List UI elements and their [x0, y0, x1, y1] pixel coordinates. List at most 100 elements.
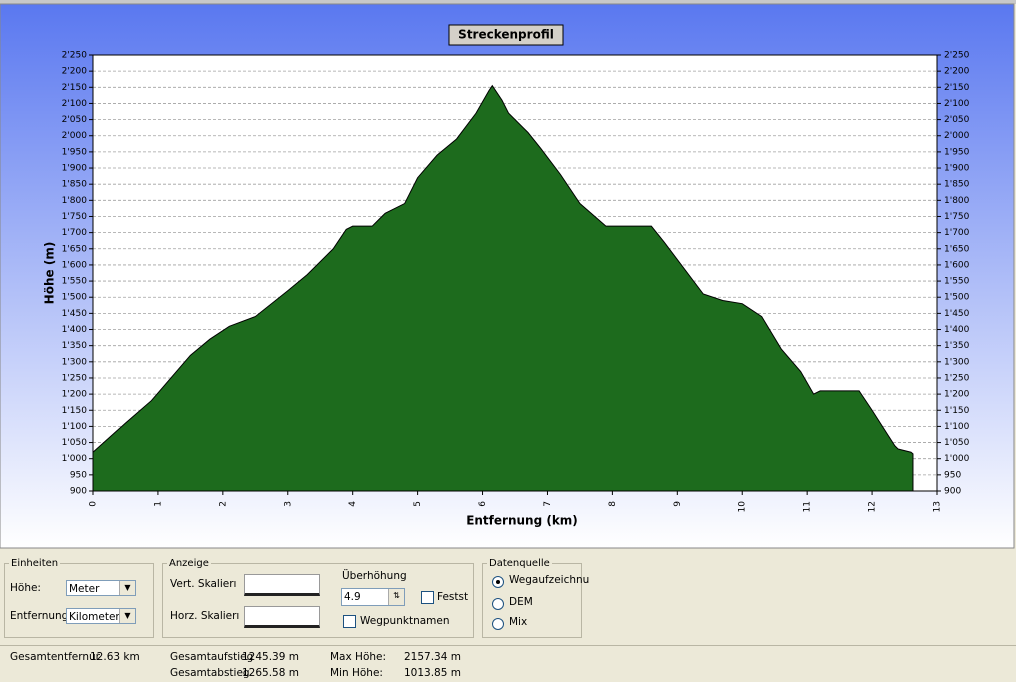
y2-tick-label: 2'200: [944, 67, 970, 77]
y-tick-label: 1'050: [62, 438, 88, 448]
y2-tick-label: 1'350: [944, 341, 970, 351]
stat-value: 12.63 km: [90, 651, 140, 663]
y2-tick-label: 1'300: [944, 357, 970, 367]
marks: [92, 54, 938, 492]
source-option: Wegaufzeichnu: [509, 574, 590, 586]
group-title: Einheiten: [11, 558, 59, 569]
y-tick-label: 1'600: [62, 260, 88, 270]
y2-tick-label: 950: [944, 470, 961, 480]
x-tick-label: 11: [803, 501, 813, 512]
stat-label: Gesamtabstieg: [170, 667, 250, 679]
source-radio[interactable]: [492, 618, 504, 630]
x-tick-label: 5: [413, 501, 423, 507]
units-group: Einheiten: [4, 558, 154, 638]
stat-label: Min Höhe:: [330, 667, 383, 679]
input-value: 4.9: [344, 591, 361, 603]
y-tick-label: 1'800: [62, 196, 88, 206]
x-tick-label: 13: [933, 501, 943, 512]
y2-tick-label: 1'450: [944, 309, 970, 319]
y-tick-label: 2'050: [62, 115, 88, 125]
source-radio[interactable]: [492, 598, 504, 610]
y-tick-label: 1'700: [62, 228, 88, 238]
y-tick-label: 1'950: [62, 147, 88, 157]
distance-label: Entfernung:: [10, 610, 72, 622]
y2-tick-label: 1'550: [944, 277, 970, 287]
vert-scale-slider[interactable]: [244, 574, 320, 596]
y2-tick-label: 1'250: [944, 373, 970, 383]
exaggeration-input[interactable]: 4.9 ⇅: [341, 588, 405, 606]
group-title: Anzeige: [169, 558, 209, 569]
y-tick-label: 1'350: [62, 341, 88, 351]
fixed-checkbox[interactable]: [421, 591, 434, 604]
group-title: Datenquelle: [489, 558, 550, 569]
y2-tick-label: 1'000: [944, 454, 970, 464]
horz-scale-slider[interactable]: [244, 606, 320, 628]
stat-value: 2157.34 m: [404, 651, 461, 663]
select-value: Kilometer: [69, 611, 120, 623]
x-tick-label: 6: [478, 501, 488, 507]
y-tick-label: 1'400: [62, 325, 88, 335]
stat-label: Max Höhe:: [330, 651, 387, 663]
stat-value: 1245.39 m: [242, 651, 299, 663]
y2-tick-label: 1'150: [944, 406, 970, 416]
y-tick-label: 1'550: [62, 277, 88, 287]
y2-tick-label: 1'950: [944, 147, 970, 157]
window-edge: [0, 0, 1016, 4]
y2-tick-label: 1'050: [944, 438, 970, 448]
source-radio[interactable]: [492, 576, 504, 588]
y2-tick-label: 1'750: [944, 212, 970, 222]
source-group: Datenquelle: [482, 558, 582, 638]
x-tick-label: 4: [348, 501, 358, 507]
horz-scale-label: Horz. Skalierı: [170, 610, 240, 622]
display-group: Anzeige: [162, 558, 474, 638]
y-tick-label: 2'150: [62, 83, 88, 93]
y2-tick-label: 1'200: [944, 390, 970, 400]
y-tick-label: 1'100: [62, 422, 88, 432]
y-tick-label: 1'450: [62, 309, 88, 319]
vert-scale-label: Vert. Skalierı: [170, 578, 237, 590]
stat-label: Gesamtentfernur: [10, 651, 100, 663]
control-panel: Einheiten Höhe: Meter ▼ Entfernung: Kilom…: [0, 552, 1016, 682]
x-tick-label: 9: [673, 501, 683, 507]
waypoint-checkbox[interactable]: [343, 615, 356, 628]
y-tick-label: 1'000: [62, 454, 88, 464]
height-label: Höhe:: [10, 582, 41, 594]
y-axis-title: Höhe (m): [43, 242, 57, 305]
elevation-area: [92, 84, 914, 492]
y2-tick-label: 2'000: [944, 131, 970, 141]
y-tick-label: 950: [70, 470, 87, 480]
y2-tick-label: 2'250: [944, 51, 970, 61]
x-tick-label: 8: [608, 501, 618, 507]
y-tick-label: 1'200: [62, 390, 88, 400]
waypoint-label: Wegpunktnamen: [360, 615, 450, 627]
chart-title: Streckenprofil: [458, 28, 554, 42]
x-tick-label: 0: [89, 501, 99, 507]
x-tick-label: 2: [218, 501, 228, 507]
y2-tick-label: 2'100: [944, 99, 970, 109]
y-tick-label: 2'250: [62, 51, 88, 61]
x-tick-label: 12: [868, 501, 878, 512]
x-tick-label: 7: [543, 501, 553, 507]
x-tick-label: 1: [153, 501, 163, 507]
distance-unit-select[interactable]: Kilometer ▼: [66, 608, 136, 624]
exaggeration-label: Überhöhung: [342, 570, 407, 582]
y-tick-label: 900: [70, 487, 87, 497]
source-option: DEM: [509, 596, 533, 608]
y-tick-label: 1'500: [62, 293, 88, 303]
y-tick-label: 2'100: [62, 99, 88, 109]
y-tick-label: 1'850: [62, 180, 88, 190]
status-separator: [0, 645, 1016, 646]
y2-tick-label: 2'050: [944, 115, 970, 125]
y2-tick-label: 1'650: [944, 244, 970, 254]
y2-tick-label: 2'150: [944, 83, 970, 93]
stat-value: 1265.58 m: [242, 667, 299, 679]
y2-tick-label: 900: [944, 487, 961, 497]
y-tick-label: 1'650: [62, 244, 88, 254]
height-unit-select[interactable]: Meter ▼: [66, 580, 136, 596]
y-tick-label: 1'150: [62, 406, 88, 416]
title-box: [448, 24, 564, 46]
y2-tick-label: 1'100: [944, 422, 970, 432]
fixed-label: Festst: [437, 591, 469, 603]
